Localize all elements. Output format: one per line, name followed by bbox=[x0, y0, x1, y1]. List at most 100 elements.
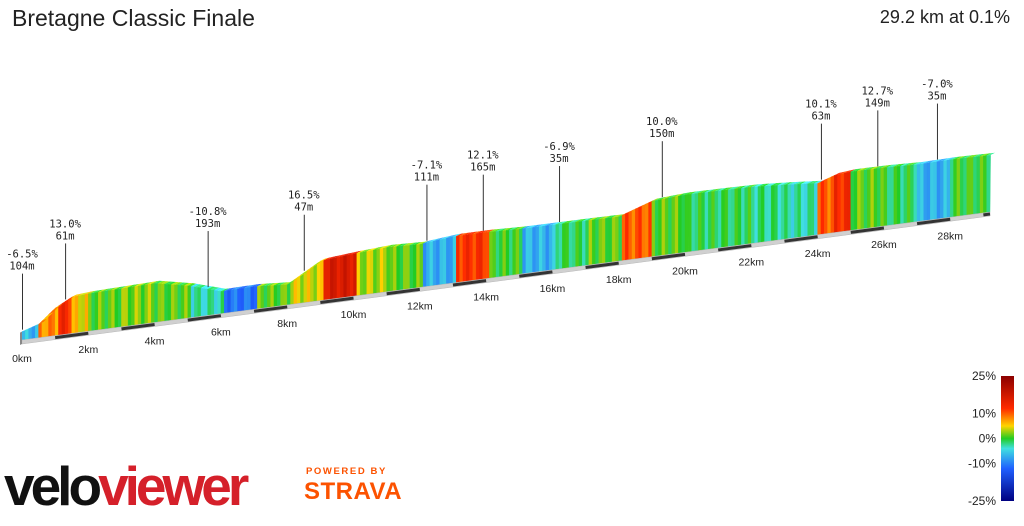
profile-top-segment bbox=[512, 226, 521, 230]
profile-top-segment bbox=[738, 185, 747, 189]
legend-tick-label: -10% bbox=[968, 457, 996, 471]
profile-top-segment bbox=[260, 283, 269, 287]
profile-top-segment bbox=[287, 279, 296, 285]
veloviewer-logo[interactable]: veloviewer bbox=[4, 446, 249, 526]
profile-top-segment bbox=[386, 244, 395, 248]
profile-top-segment bbox=[366, 248, 376, 252]
profile-top-segment bbox=[65, 296, 74, 302]
profile-top-segment bbox=[655, 197, 664, 201]
profile-top-segment bbox=[887, 164, 896, 168]
profile-top-segment bbox=[370, 247, 379, 251]
profile-top-segment bbox=[108, 287, 117, 291]
profile-top-segment bbox=[651, 197, 661, 202]
profile-top-segment bbox=[761, 183, 770, 187]
profile-top-segment bbox=[873, 165, 883, 169]
profile-top-segment bbox=[694, 190, 704, 194]
profile-top-segment bbox=[247, 284, 256, 288]
profile-top-segment bbox=[665, 195, 674, 199]
profile-top-segment bbox=[625, 209, 634, 214]
km-stripe bbox=[320, 296, 354, 305]
profile-top-segment bbox=[61, 298, 71, 304]
profile-top-segment bbox=[860, 167, 870, 171]
profile-top-segment bbox=[535, 224, 545, 227]
profile-top-segment bbox=[555, 221, 565, 225]
profile-top-segment bbox=[870, 166, 879, 170]
km-tick-label: 22km bbox=[738, 257, 764, 269]
profile-top-segment bbox=[423, 240, 432, 244]
profile-top-segment bbox=[118, 285, 127, 289]
profile-top-segment bbox=[88, 290, 97, 294]
profile-top-segment bbox=[171, 281, 180, 285]
profile-top-segment bbox=[234, 286, 243, 290]
profile-top-segment bbox=[691, 191, 700, 194]
profile-top-segment bbox=[688, 191, 697, 195]
profile-top-segment bbox=[330, 255, 339, 259]
powered-by-label: POWERED BY bbox=[306, 466, 387, 477]
profile-top-segment bbox=[184, 282, 193, 286]
profile-top-segment bbox=[151, 280, 160, 284]
profile-top-segment bbox=[509, 227, 518, 231]
annotation-length: 149m bbox=[865, 97, 890, 109]
profile-top-segment bbox=[907, 162, 916, 166]
profile-top-surface bbox=[22, 152, 995, 332]
profile-top-segment bbox=[217, 288, 226, 292]
km-stripe bbox=[519, 270, 553, 278]
profile-top-segment bbox=[310, 263, 319, 269]
profile-top-segment bbox=[519, 226, 528, 230]
profile-top-segment bbox=[940, 158, 949, 162]
profile-top-segment bbox=[393, 243, 402, 247]
profile-top-segment bbox=[814, 180, 823, 184]
profile-top-segment bbox=[923, 160, 933, 164]
km-tick-label: 2km bbox=[78, 344, 98, 356]
profile-top-segment bbox=[585, 217, 594, 221]
profile-top-segment bbox=[220, 288, 230, 292]
annotation-gradient: 12.7% bbox=[861, 85, 893, 97]
profile-top-segment bbox=[187, 283, 197, 287]
profile-top-segment bbox=[124, 284, 134, 288]
profile-top-segment bbox=[154, 280, 163, 284]
annotation-gradient: -6.9% bbox=[543, 141, 575, 153]
profile-top-segment bbox=[801, 181, 810, 184]
km-stripe bbox=[253, 305, 288, 313]
profile-top-segment bbox=[595, 216, 604, 220]
annotation-gradient: 10.0% bbox=[646, 116, 678, 128]
km-tick-label: 12km bbox=[407, 300, 433, 312]
profile-top-segment bbox=[290, 277, 299, 283]
profile-top-segment bbox=[479, 230, 488, 234]
profile-top-segment bbox=[575, 219, 584, 222]
profile-top-segment bbox=[794, 181, 803, 185]
profile-top-segment bbox=[399, 243, 409, 247]
strava-logo[interactable]: STRAVA bbox=[304, 478, 403, 505]
profile-top-segment bbox=[645, 200, 654, 205]
profile-top-segment bbox=[240, 285, 250, 289]
profile-top-segment bbox=[910, 162, 919, 166]
profile-top-segment bbox=[224, 287, 233, 291]
km-stripe bbox=[651, 252, 686, 261]
profile-top-segment bbox=[174, 282, 183, 285]
profile-top-segment bbox=[121, 285, 130, 289]
profile-top-segment bbox=[496, 228, 505, 232]
profile-top-segment bbox=[22, 327, 31, 332]
annotation-gradient: -7.1% bbox=[411, 160, 443, 172]
profile-top-segment bbox=[631, 206, 641, 211]
profile-top-segment bbox=[91, 290, 100, 294]
profile-top-segment bbox=[562, 220, 571, 224]
profile-top-segment bbox=[28, 324, 37, 329]
profile-top-segment bbox=[307, 265, 316, 271]
profile-top-segment bbox=[824, 176, 833, 181]
profile-top-segment bbox=[502, 227, 511, 231]
profile-top-segment bbox=[936, 158, 946, 162]
profile-top-segment bbox=[131, 283, 140, 287]
profile-top-segment bbox=[658, 196, 667, 200]
profile-top-segment bbox=[356, 249, 366, 254]
profile-top-segment bbox=[980, 153, 989, 157]
profile-top-segment bbox=[161, 281, 170, 284]
profile-top-segment bbox=[877, 165, 886, 169]
profile-top-segment bbox=[201, 285, 210, 289]
profile-top-segment bbox=[834, 172, 843, 176]
profile-top-segment bbox=[781, 182, 790, 185]
profile-top-segment bbox=[350, 251, 359, 255]
profile-top-segment bbox=[731, 186, 740, 190]
profile-top-segment bbox=[31, 323, 41, 328]
profile-top-segment bbox=[698, 190, 707, 194]
